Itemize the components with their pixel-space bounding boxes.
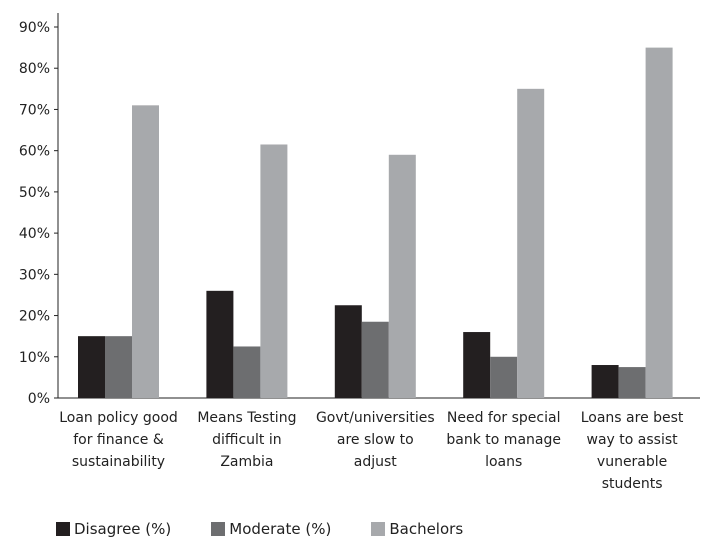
category-label-line: Zambia bbox=[220, 454, 273, 470]
category-labels: Loan policy good for finance & sustainabil… bbox=[59, 410, 684, 492]
bar-chart: 0% 10% 20% 30% 40% 50% 60% 70% 80% 90% Loan polic… bbox=[19, 13, 700, 492]
legend: Disagree (%) Moderate (%) Bachelors bbox=[56, 520, 503, 538]
category-label: Govt/universities are slow to adjust bbox=[316, 410, 435, 470]
y-tick-label: 10% bbox=[19, 350, 50, 366]
bar-3-3 bbox=[388, 154, 416, 398]
legend-label-disagree: Disagree (%) bbox=[74, 520, 172, 538]
bar-2-1 bbox=[105, 336, 132, 398]
bar-2-5 bbox=[618, 367, 646, 398]
category-label: Loan policy good for finance & sustainabil… bbox=[59, 410, 178, 470]
bar-2-4 bbox=[490, 356, 518, 398]
category-label-line: are slow to bbox=[337, 432, 414, 448]
category-label-line: Govt/universities bbox=[316, 410, 435, 426]
legend-item-bachelors: Bachelors bbox=[371, 520, 463, 538]
bar-3-4 bbox=[517, 88, 545, 398]
legend-item-disagree: Disagree (%) bbox=[56, 520, 171, 538]
category-label: Loans are best way to assist vunerable stud… bbox=[581, 410, 684, 492]
legend-swatch-disagree bbox=[56, 522, 70, 536]
y-tick-label: 70% bbox=[19, 102, 50, 118]
y-tick-label: 60% bbox=[19, 144, 50, 160]
category-label-line: Need for special bbox=[447, 410, 561, 426]
bar-1-1 bbox=[78, 336, 105, 398]
category-label-line: difficult in bbox=[212, 432, 281, 448]
category-label-line: for finance & bbox=[73, 432, 164, 448]
y-tick-label: 30% bbox=[19, 267, 50, 283]
category-label-line: loans bbox=[485, 454, 522, 470]
category-label-line: bank to manage bbox=[446, 432, 561, 448]
category-label-line: Loan policy good bbox=[59, 410, 178, 426]
y-tick-label: 80% bbox=[19, 61, 50, 77]
bar-1-4 bbox=[463, 332, 491, 398]
y-tick-label: 40% bbox=[19, 226, 50, 242]
category-label-line: students bbox=[602, 476, 663, 492]
y-tick-label: 20% bbox=[19, 309, 50, 325]
legend-swatch-bachelors bbox=[371, 522, 386, 536]
bar-2-3 bbox=[361, 321, 389, 398]
bar-3-1 bbox=[132, 105, 159, 399]
category-label: Need for special bank to manage loans bbox=[446, 410, 561, 470]
bar-1-5 bbox=[591, 365, 619, 398]
bar-3-2 bbox=[260, 144, 288, 398]
legend-item-moderate: Moderate (%) bbox=[211, 520, 331, 538]
y-tick-label: 50% bbox=[19, 185, 50, 201]
bar-1-3 bbox=[334, 305, 362, 398]
y-tick-label: 90% bbox=[19, 20, 50, 36]
legend-label-bachelors: Bachelors bbox=[389, 520, 464, 538]
category-label-line: vunerable bbox=[597, 454, 667, 470]
axes: 0% 10% 20% 30% 40% 50% 60% 70% 80% 90% bbox=[19, 13, 700, 407]
category-label-line: way to assist bbox=[587, 432, 679, 448]
legend-label-moderate: Moderate (%) bbox=[229, 520, 332, 538]
category-label-line: adjust bbox=[354, 454, 398, 470]
bar-1-2 bbox=[206, 290, 234, 398]
bar-2-2 bbox=[233, 346, 261, 398]
y-tick-label: 0% bbox=[28, 391, 50, 407]
category-label-line: Means Testing bbox=[197, 410, 296, 426]
legend-swatch-moderate bbox=[211, 522, 226, 536]
category-label: Means Testing difficult in Zambia bbox=[197, 410, 296, 470]
bars bbox=[78, 47, 673, 399]
category-label-line: sustainability bbox=[72, 454, 165, 470]
bar-3-5 bbox=[645, 47, 673, 398]
category-label-line: Loans are best bbox=[581, 410, 684, 426]
